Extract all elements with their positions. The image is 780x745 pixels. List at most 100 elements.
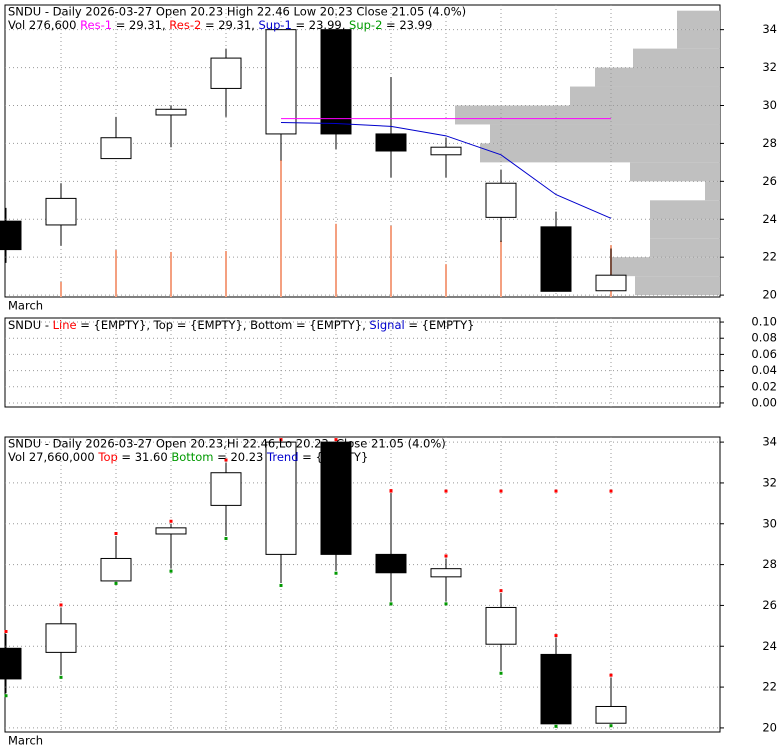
y-tick-label: 26: [762, 174, 777, 188]
volume-bar: [115, 250, 117, 297]
high-dot: [114, 532, 118, 536]
volume-profile-bar: [650, 238, 720, 258]
y-tick-label: 0.00: [751, 395, 777, 409]
volume-profile-bar: [705, 181, 720, 201]
low-dot: [114, 581, 118, 585]
legend-entry: Trend: [266, 450, 298, 464]
y-tick-label: 20: [762, 720, 777, 734]
low-dot: [4, 694, 8, 698]
plot-frame: [4, 317, 721, 408]
level-dot: [609, 489, 613, 493]
candle-body: [320, 441, 352, 555]
y-tick-label: 34: [762, 435, 777, 449]
y-tick-label: 0.02: [751, 379, 777, 393]
y-tick-label: 28: [762, 136, 777, 150]
level-dot: [499, 489, 503, 493]
legend-entry: = 23.99,: [292, 18, 349, 32]
volume-bar: [445, 264, 447, 297]
candle-body: [540, 226, 572, 292]
candle-body: [0, 647, 22, 680]
y-tick-label: 34: [762, 22, 777, 36]
volume-bar: [60, 281, 62, 297]
y-tick-label: 26: [762, 598, 777, 612]
candle-body: [375, 133, 407, 152]
volume-profile-bar: [650, 200, 720, 220]
volume-profile-bar: [677, 10, 720, 30]
high-dot: [59, 603, 63, 607]
volume-profile-bar: [570, 86, 720, 106]
y-tick-label: 30: [762, 516, 777, 530]
y-tick-label: 24: [762, 212, 777, 226]
candle-body: [265, 29, 297, 135]
low-dot: [444, 602, 448, 606]
candle-body: [595, 705, 627, 724]
level-dot: [554, 489, 558, 493]
volume-bar: [225, 251, 227, 297]
low-dot: [279, 583, 283, 587]
legend-entry: = 23.99: [382, 18, 432, 32]
y-tick-label: 30: [762, 98, 777, 112]
volume-profile-bar: [595, 67, 720, 87]
low-dot: [609, 724, 613, 728]
candle-body: [320, 29, 352, 135]
legend-entry: Bottom: [171, 450, 213, 464]
legend-entry: Line: [53, 318, 77, 332]
y-tick-label: 32: [762, 60, 777, 74]
y-tick-label: 0.06: [751, 347, 777, 361]
volume-bar: [170, 251, 172, 297]
header-legend: Vol 27,660,000 Top = 31.60 Bottom = 20.2…: [8, 450, 368, 464]
high-dot: [169, 519, 173, 523]
candle-body: [155, 108, 187, 116]
candle-body: [265, 441, 297, 555]
legend-entry: = 29.31,: [201, 18, 258, 32]
candle-body: [155, 527, 187, 535]
high-dot: [554, 634, 558, 638]
legend-entry: Res-1: [80, 18, 112, 32]
candle-body: [485, 182, 517, 218]
candle-body: [540, 653, 572, 725]
volume-profile-bar: [630, 162, 720, 182]
volume-bar: [500, 240, 502, 297]
volume-profile-bar: [635, 276, 720, 296]
low-dot: [554, 724, 558, 728]
level-dot: [389, 489, 393, 493]
high-dot: [4, 630, 8, 634]
y-tick-label: 22: [762, 680, 777, 694]
legend-entry: = {EMPTY}, Top = {EMPTY}, Bottom = {EMPT…: [77, 318, 370, 332]
legend-entry: Sup-2: [349, 18, 382, 32]
x-tick-label: March: [8, 299, 43, 313]
y-tick-label: 22: [762, 250, 777, 264]
volume-profile-bar: [677, 29, 720, 49]
high-dot: [279, 438, 283, 442]
legend-entry: = {EMPTY}: [299, 450, 369, 464]
candle-body: [100, 137, 132, 160]
legend-entry: Vol 276,600: [8, 18, 80, 32]
candle-body: [375, 553, 407, 574]
y-tick-label: 20: [762, 288, 777, 302]
volume-bar: [390, 225, 392, 297]
legend-entry: Top: [97, 450, 117, 464]
y-tick-label: 28: [762, 557, 777, 571]
high-dot: [444, 554, 448, 558]
legend-entry: Sup-1: [258, 18, 291, 32]
header-legend: SNDU - Line = {EMPTY}, Top = {EMPTY}, Bo…: [8, 318, 474, 332]
low-dot: [169, 569, 173, 573]
candle-body: [210, 57, 242, 89]
candle-body: [430, 568, 462, 578]
legend-entry: = 29.31,: [112, 18, 169, 32]
low-dot: [499, 671, 503, 675]
volume-bar: [335, 223, 337, 297]
level-dot: [444, 489, 448, 493]
legend-entry: = 20.23: [214, 450, 268, 464]
candle-body: [210, 472, 242, 506]
indicator-line: [280, 122, 612, 219]
candle-body: [485, 606, 517, 645]
y-tick-label: 32: [762, 475, 777, 489]
volume-profile-bar: [455, 105, 720, 125]
high-dot: [224, 458, 228, 462]
legend-entry: Signal: [369, 318, 404, 332]
legend-entry: = {EMPTY}: [405, 318, 475, 332]
legend-entry: Vol 27,660,000: [8, 450, 98, 464]
